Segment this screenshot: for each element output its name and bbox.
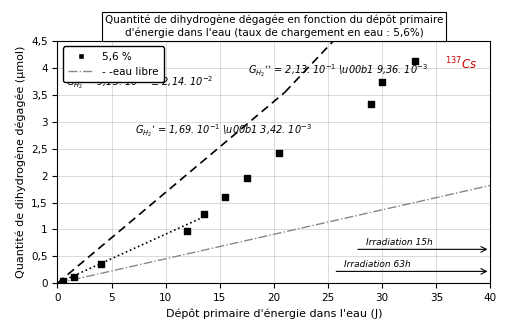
Point (59, 278, 67, 283)
Title: Quantité de dihydrogène dégagée en fonction du dépôt primaire
d'énergie dans l'e: Quantité de dihydrogène dégagée en fonct… (105, 15, 443, 38)
Point (97, 262, 105, 267)
Point (367, 102, 375, 107)
Point (378, 79, 386, 85)
Text: Irradiation 15h: Irradiation 15h (366, 238, 433, 247)
Point (275, 150, 284, 156)
Point (221, 194, 229, 200)
Point (183, 228, 191, 234)
Text: $G_{H_2}$ = 9,13. 10$^{-2}$ $\pm$ 2,14. 10$^{-2}$: $G_{H_2}$ = 9,13. 10$^{-2}$ $\pm$ 2,14. … (66, 74, 214, 91)
Text: $G_{H_2}$’’ = 2,13. 10$^{-1}$ \u00b1 9,36. 10$^{-3}$: $G_{H_2}$’’ = 2,13. 10$^{-1}$ \u00b1 9,3… (248, 62, 428, 79)
X-axis label: Dépôt primaire d'énergie dans l'eau (J): Dépôt primaire d'énergie dans l'eau (J) (166, 309, 382, 319)
Text: $G_{H_2}$’ = 1,69. 10$^{-1}$ \u00b1 3,42. 10$^{-3}$: $G_{H_2}$’ = 1,69. 10$^{-1}$ \u00b1 3,42… (135, 122, 312, 139)
Legend: 5,6 %, - -eau libre: 5,6 %, - -eau libre (62, 46, 164, 82)
Point (70, 274, 78, 280)
Y-axis label: Quantité de dihydrogène dégagée (µmol): Quantité de dihydrogène dégagée (µmol) (15, 46, 26, 279)
Point (200, 212, 208, 217)
Text: Irradiation 63h: Irradiation 63h (344, 260, 411, 269)
Point (243, 175, 251, 180)
Point (411, 58, 419, 64)
Text: $^{137}$Cs: $^{137}$Cs (445, 56, 478, 72)
